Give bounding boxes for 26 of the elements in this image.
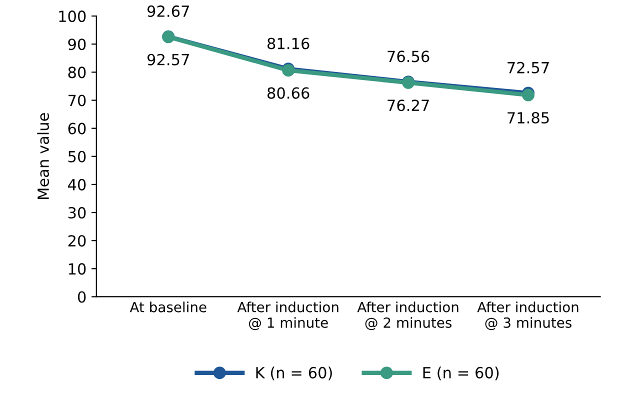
y-tick-label: 70 — [68, 94, 86, 106]
y-axis-title: Mean value — [37, 113, 50, 199]
legend-label: E (n = 60) — [423, 366, 499, 380]
data-label: 81.16 — [268, 38, 310, 50]
y-tick-label: 10 — [68, 263, 86, 275]
y-tick-label: 30 — [68, 206, 86, 219]
y-tick-label: 20 — [68, 235, 86, 247]
y-tick-label: 60 — [68, 122, 86, 134]
x-tick-label: After induction @ 1 minute — [237, 302, 338, 330]
y-tick-label: 50 — [68, 150, 86, 162]
data-label: 92.57 — [147, 54, 189, 66]
y-tick-label: 90 — [68, 38, 86, 50]
y-tick-label: 80 — [68, 66, 86, 78]
x-tick-label: After induction @ 3 minutes — [477, 302, 578, 330]
data-label: 80.66 — [268, 87, 310, 99]
y-tick-label: 40 — [68, 178, 86, 190]
y-tick-label: 100 — [59, 10, 86, 22]
data-label: 76.56 — [388, 50, 430, 62]
data-label: 72.57 — [508, 62, 549, 74]
data-label: 71.85 — [508, 112, 549, 124]
data-label: 76.27 — [388, 100, 429, 112]
x-tick-label: After induction @ 2 minutes — [357, 302, 458, 330]
data-label: 92.67 — [147, 5, 189, 17]
legend-label: K (n = 60) — [256, 366, 332, 380]
y-tick-label: 0 — [78, 291, 86, 303]
x-tick-label: At baseline — [130, 302, 206, 312]
